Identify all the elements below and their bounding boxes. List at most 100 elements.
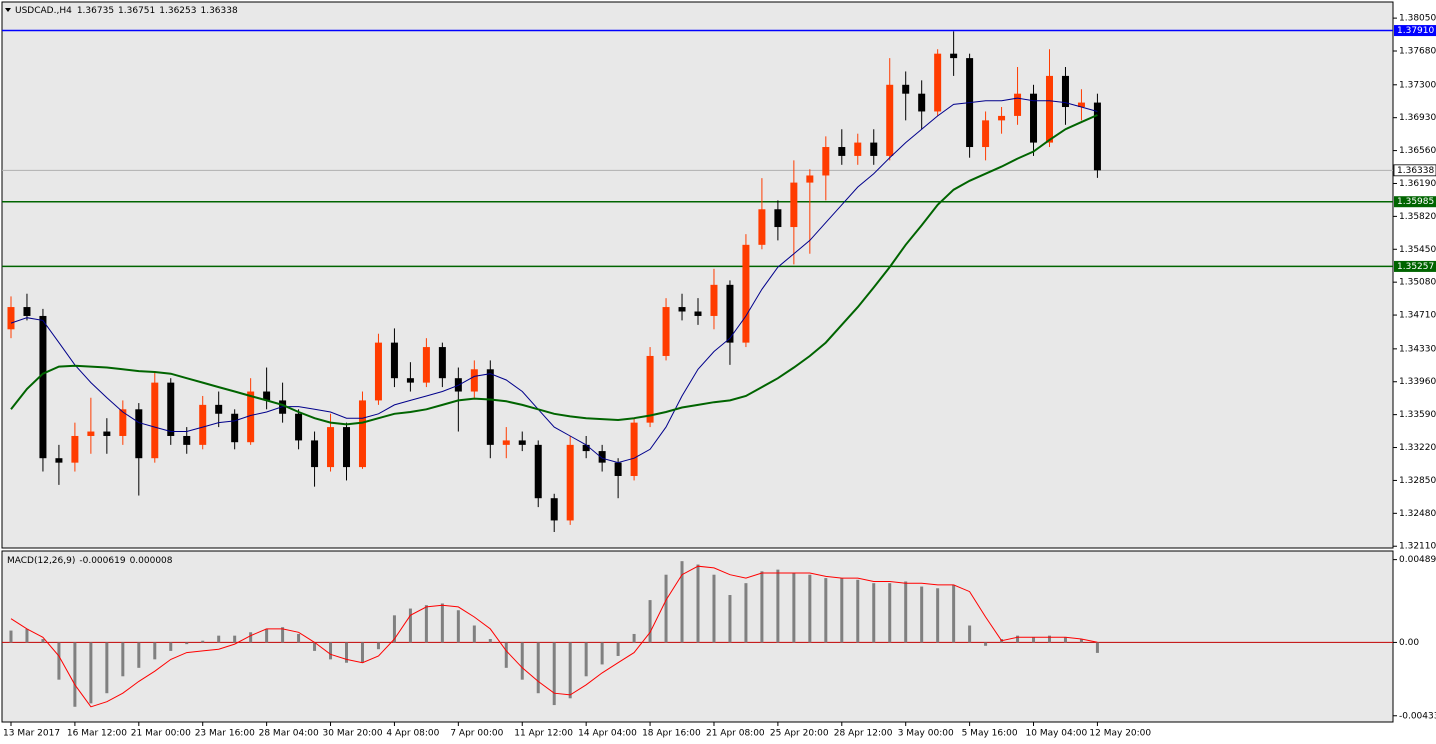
candle-body (902, 84, 910, 94)
level-label: 1.37910 (1397, 26, 1434, 36)
candle-body (1077, 102, 1085, 108)
histogram-bar (856, 579, 860, 643)
current-price-box (1393, 164, 1436, 177)
histogram-bar (153, 642, 157, 660)
histogram-bar (872, 583, 876, 643)
histogram-bar (456, 610, 460, 643)
candle-body (231, 413, 239, 443)
y-tick-label: 1.33220 (1399, 443, 1436, 453)
candle-body (55, 458, 63, 463)
histogram-bar (1032, 637, 1036, 643)
histogram-bar (904, 581, 908, 643)
moving-average (10, 114, 1098, 426)
histogram-bar (680, 561, 684, 643)
histogram-bar (968, 625, 972, 643)
histogram-bar (744, 583, 748, 643)
candle-body (678, 307, 686, 312)
histogram-bar (201, 640, 205, 643)
close-value: 1.36338 (200, 6, 237, 16)
histogram-bar (488, 639, 492, 643)
candle-body (710, 284, 718, 316)
histogram-bar (360, 642, 364, 663)
histogram-bar (936, 588, 940, 643)
histogram-bar (808, 574, 812, 643)
level-label-box (1394, 196, 1436, 208)
candle-body (39, 315, 47, 459)
candle-body (1030, 93, 1038, 143)
signal-value: 0.000008 (130, 556, 173, 566)
x-tick-label: 7 Apr 00:00 (450, 729, 503, 739)
histogram-bar (824, 578, 828, 643)
histogram-bar (1047, 635, 1051, 643)
histogram-bar (616, 642, 620, 656)
histogram-bar (105, 642, 109, 694)
candle-body (199, 404, 207, 445)
macd-header: MACD(12,26,9) -0.000619 0.000008 (7, 556, 173, 566)
menu-arrow[interactable] (5, 8, 11, 12)
candle-body (550, 498, 558, 521)
macd-value: -0.000619 (79, 556, 125, 566)
x-tick-label: 18 Apr 16:00 (642, 729, 701, 739)
candle-body (582, 444, 590, 452)
x-tick-label: 11 Apr 12:00 (514, 729, 573, 739)
histogram-bar (424, 605, 428, 643)
histogram-bar (520, 642, 524, 680)
y-tick-label: 1.34330 (1399, 344, 1436, 354)
candle-body (1045, 75, 1053, 143)
candle-body (183, 435, 191, 445)
candle-body (151, 382, 159, 459)
histogram-bar (281, 627, 285, 643)
histogram-bar (840, 578, 844, 643)
candle-body (470, 369, 478, 392)
histogram-bar (297, 633, 301, 643)
histogram-bar (121, 642, 125, 677)
candle-body (518, 440, 526, 445)
candle-body (886, 84, 894, 156)
histogram-bar (664, 574, 668, 643)
candle-body (614, 462, 622, 476)
candle-body (1014, 93, 1022, 116)
candle-body (950, 53, 958, 59)
histogram-bar (329, 642, 333, 660)
candle-body (167, 382, 175, 436)
y-tick-label: 1.38050 (1399, 14, 1436, 24)
x-tick-label: 21 Mar 00:00 (131, 729, 191, 739)
histogram-bar (392, 615, 396, 643)
histogram-bar (313, 642, 317, 651)
histogram-bar (265, 628, 269, 643)
candle-body (726, 284, 734, 343)
y-tick-label: 1.35080 (1399, 278, 1436, 288)
y-tick-label: 1.32850 (1399, 476, 1436, 486)
y-tick-label: 1.36930 (1399, 113, 1436, 123)
candle-body (1061, 75, 1069, 108)
histogram-bar (696, 564, 700, 643)
candle-body (7, 307, 15, 330)
candle-body (390, 342, 398, 379)
histogram-bar (600, 642, 604, 665)
x-tick-label: 16 Mar 12:00 (67, 729, 127, 739)
histogram-bar (1079, 639, 1083, 643)
x-tick-label: 3 May 00:00 (898, 729, 954, 739)
symbol-header: USDCAD.,H4 1.36735 1.36751 1.36253 1.36338 (15, 6, 238, 16)
histogram-bar (888, 583, 892, 643)
histogram-bar (584, 642, 588, 677)
candle-body (135, 409, 143, 459)
histogram-bar (376, 642, 380, 650)
candle-body (646, 355, 654, 423)
candle-body (374, 342, 382, 401)
candle-body (23, 307, 31, 316)
y-tick-label: 1.35450 (1399, 245, 1436, 255)
histogram-bar (648, 600, 652, 643)
candle-body (215, 404, 223, 414)
candle-body (758, 209, 766, 245)
x-tick-label: 5 May 16:00 (962, 729, 1018, 739)
histogram-bar (792, 573, 796, 643)
x-tick-label: 28 Mar 04:00 (259, 729, 319, 739)
x-tick-label: 28 Apr 12:00 (834, 729, 893, 739)
histogram-bar (776, 569, 780, 643)
histogram-bar (920, 586, 924, 643)
y-tick-label: 1.32480 (1399, 509, 1436, 519)
signal-line (10, 565, 1098, 708)
candle-body (311, 440, 319, 468)
